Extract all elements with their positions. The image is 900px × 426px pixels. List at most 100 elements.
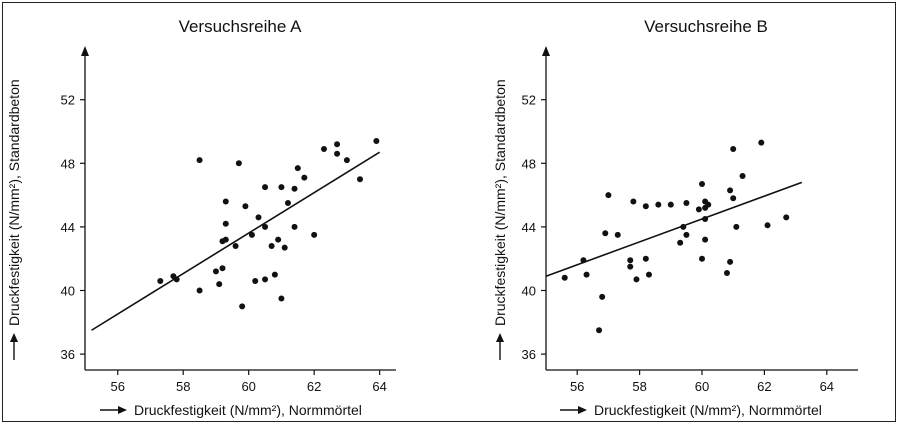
data-point	[642, 255, 649, 262]
x-tick-label: 64	[372, 379, 386, 394]
data-point	[222, 236, 229, 243]
regression-line	[91, 151, 381, 331]
data-point	[733, 223, 740, 230]
data-point	[262, 276, 269, 283]
data-point	[655, 201, 662, 208]
data-point	[699, 180, 705, 187]
y-label-arrowhead	[10, 333, 18, 342]
data-point	[334, 150, 341, 157]
x-tick-label: 56	[111, 379, 125, 394]
data-point	[645, 271, 652, 278]
x-tick-label: 60	[695, 379, 709, 394]
data-point	[255, 214, 262, 221]
chart-title: Versuchsreihe B	[644, 17, 768, 36]
x-tick-label: 64	[820, 379, 834, 394]
x-axis-label: Druckfestigkeit (N/mm²), Normmörtel	[134, 402, 362, 418]
chart-title: Versuchsreihe A	[179, 17, 303, 36]
y-tick-label: 36	[61, 347, 75, 362]
x-label-arrowhead	[578, 406, 587, 414]
data-point	[278, 184, 285, 191]
data-point	[334, 141, 341, 148]
data-point	[248, 231, 255, 238]
data-point	[695, 206, 702, 213]
data-point	[758, 139, 765, 146]
data-point	[561, 274, 568, 281]
data-point	[278, 295, 285, 302]
data-point	[275, 236, 282, 243]
y-tick-label: 52	[61, 93, 75, 108]
y-tick-label: 40	[61, 284, 75, 299]
chart-a: Versuchsreihe A 56 58 60 62 64 36 40 44 48 52 Druck…	[6, 17, 396, 418]
y-tick-label: 36	[522, 347, 536, 362]
data-point	[212, 268, 219, 275]
y-axis-label: Druckfestigkeit (N/mm²), Standardbeton	[6, 79, 22, 326]
data-point	[739, 173, 746, 180]
data-point	[222, 220, 229, 227]
data-point	[642, 203, 649, 210]
data-point	[583, 271, 590, 278]
figure-frame	[2, 2, 896, 422]
y-label-arrowhead	[496, 333, 504, 342]
data-point	[271, 271, 278, 278]
data-point	[680, 223, 687, 230]
data-point	[343, 157, 350, 164]
data-point	[677, 239, 684, 246]
data-point	[667, 201, 674, 208]
data-point	[580, 257, 587, 264]
data-point	[291, 185, 298, 192]
data-point	[373, 138, 380, 145]
data-point	[705, 201, 712, 208]
data-point	[764, 222, 771, 229]
y-axis-label: Druckfestigkeit (N/mm²), Standardbeton	[492, 79, 508, 326]
data-point	[683, 200, 690, 207]
data-point	[727, 258, 734, 265]
data-point	[683, 231, 690, 238]
data-point	[252, 277, 259, 284]
data-point	[627, 263, 634, 270]
x-tick-label: 58	[176, 379, 190, 394]
data-point	[602, 230, 609, 237]
y-tick-label: 48	[61, 156, 75, 171]
chart-b: Versuchsreihe B 56 58 60 62 64 36 40 44 48 52 Druck…	[492, 17, 858, 418]
data-point	[605, 192, 612, 199]
data-point	[730, 145, 737, 152]
regression-line	[545, 181, 803, 277]
data-point	[284, 200, 291, 207]
data-point	[262, 184, 269, 191]
data-point	[320, 145, 327, 152]
x-axis-label: Druckfestigkeit (N/mm²), Normmörtel	[594, 402, 822, 418]
data-point	[262, 223, 269, 230]
data-point	[723, 270, 730, 277]
data-point	[232, 242, 239, 249]
data-point	[235, 160, 242, 167]
y-tick-label: 40	[522, 284, 536, 299]
data-point	[281, 244, 288, 251]
x-tick-label: 60	[241, 379, 255, 394]
data-point	[630, 198, 637, 205]
y-axis-label-group: Druckfestigkeit (N/mm²), Standardbeton	[492, 79, 508, 360]
data-point	[196, 157, 203, 164]
data-point	[599, 293, 606, 300]
data-point	[702, 215, 709, 222]
data-point	[699, 255, 705, 262]
data-point	[239, 303, 246, 310]
data-point	[196, 287, 203, 294]
data-point	[702, 236, 709, 243]
y-axis-label-group: Druckfestigkeit (N/mm²), Standardbeton	[6, 79, 22, 360]
data-point	[222, 198, 229, 205]
data-point	[291, 223, 298, 230]
data-point	[596, 327, 603, 334]
y-tick-label: 44	[61, 220, 75, 235]
data-point	[301, 174, 308, 181]
x-label-arrowhead	[118, 406, 127, 414]
y-axis-arrowhead	[542, 46, 550, 56]
y-axis-arrowhead	[81, 46, 89, 56]
x-tick-label: 56	[570, 379, 584, 394]
y-tick-label: 52	[522, 93, 536, 108]
data-point	[627, 257, 634, 264]
data-point	[294, 165, 301, 172]
y-tick-label: 48	[522, 156, 536, 171]
x-tick-label: 62	[307, 379, 321, 394]
data-point	[614, 231, 621, 238]
